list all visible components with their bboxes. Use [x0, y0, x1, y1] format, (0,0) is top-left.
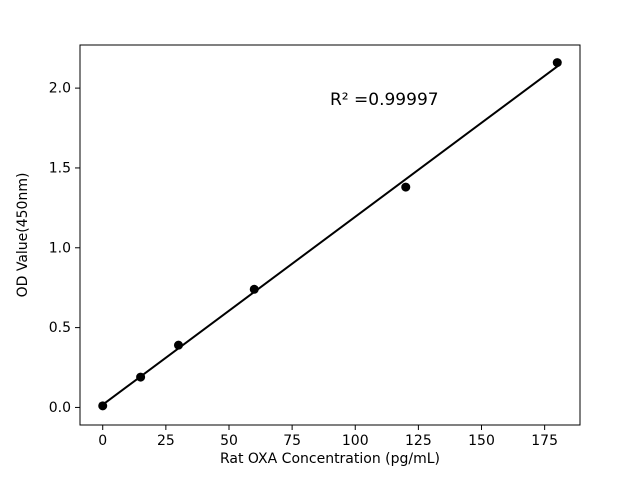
- x-tick-label: 150: [468, 433, 495, 449]
- data-point: [173, 340, 183, 350]
- y-axis-label: OD Value(450nm): [15, 173, 31, 298]
- x-tick-label: 75: [283, 433, 301, 449]
- r-squared-annotation: R² =0.99997: [330, 90, 439, 110]
- x-tick-label: 100: [342, 433, 369, 449]
- plot-border: [79, 44, 581, 426]
- data-point: [249, 284, 259, 294]
- axes: 0 25 50 75 100 125 150 175 0.0 0.5 1.0 1.5 2.0: [49, 44, 581, 449]
- y-tick-label: 0.5: [49, 320, 71, 336]
- x-tick-label: 125: [405, 433, 432, 449]
- y-tick-label: 1.0: [49, 240, 71, 256]
- x-tick-label: 25: [157, 433, 175, 449]
- data-point: [136, 372, 146, 382]
- y-tick-label: 1.5: [49, 160, 71, 176]
- x-tick-label: 175: [531, 433, 558, 449]
- fit-line: [101, 65, 559, 406]
- x-tick-label: 50: [220, 433, 238, 449]
- data-point: [98, 401, 108, 411]
- data-point: [552, 58, 562, 68]
- x-axis-label: Rat OXA Concentration (pg/mL): [220, 451, 440, 467]
- series: [98, 58, 562, 411]
- x-tick-label: 0: [98, 433, 107, 449]
- y-tick-label: 0.0: [49, 400, 71, 416]
- y-tick-label: 2.0: [49, 81, 71, 97]
- data-point: [401, 182, 411, 192]
